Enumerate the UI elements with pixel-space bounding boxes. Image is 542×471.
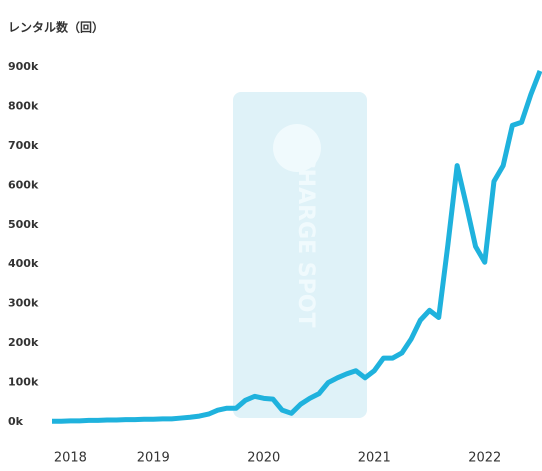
chart: CHARGE SPOT レンタル数（回） 0k 100k 200k 300k 400k 5… bbox=[0, 0, 542, 467]
x-tick-label: 2021 bbox=[358, 451, 391, 466]
watermark-text: CHARGE SPOT bbox=[293, 153, 318, 328]
y-tick-label: 700k bbox=[8, 139, 39, 152]
y-tick-label: 0k bbox=[8, 415, 24, 428]
y-tick-label: 100k bbox=[8, 376, 39, 389]
y-tick-label: 400k bbox=[8, 257, 39, 270]
y-tick-label: 600k bbox=[8, 178, 39, 191]
y-tick-label: 200k bbox=[8, 336, 39, 349]
x-tick-label: 2019 bbox=[137, 451, 170, 466]
y-tick-label: 800k bbox=[8, 99, 39, 112]
y-tick-label: 900k bbox=[8, 60, 39, 73]
x-tick-label: 2022 bbox=[468, 451, 501, 466]
y-axis-title: レンタル数（回） bbox=[8, 20, 104, 35]
x-tick-label: 2018 bbox=[54, 451, 87, 466]
y-tick-label: 300k bbox=[8, 297, 39, 310]
x-tick-label: 2020 bbox=[247, 451, 280, 466]
y-tick-label: 500k bbox=[8, 218, 39, 231]
